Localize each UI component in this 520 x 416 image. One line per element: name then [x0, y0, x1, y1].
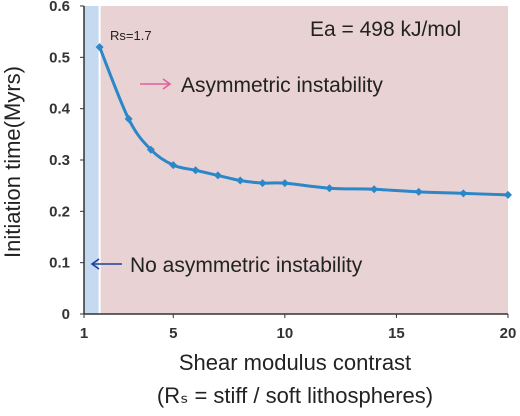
region-1 — [99, 6, 508, 314]
axes — [80, 5, 509, 318]
x-tick-label: 1 — [80, 325, 88, 342]
tick-labels: 00.10.20.30.40.50.61 5 10 15 20 — [49, 0, 516, 342]
rs-label: Rs=1.7 — [110, 28, 152, 43]
background-regions — [84, 6, 508, 314]
x-tick-label: 15 — [388, 325, 405, 342]
data-point — [504, 190, 512, 199]
asymmetric-label: Asymmetric instability — [181, 74, 383, 97]
data-point — [124, 114, 133, 123]
data-point — [459, 189, 468, 198]
no-asymmetric-label: No asymmetric instability — [130, 254, 363, 277]
data-point — [169, 161, 178, 170]
x-tick-label: 20 — [500, 325, 517, 342]
x-axis-title-line1: Shear modulus contrast — [179, 350, 411, 375]
x-tick-label: 5 — [169, 325, 177, 342]
data-point — [95, 43, 104, 52]
region-0 — [84, 6, 100, 314]
data-point — [213, 171, 222, 180]
y-tick-label: 0.6 — [49, 0, 70, 15]
ea-label: Ea = 498 kJ/mol — [310, 18, 461, 41]
y-tick-label: 0.4 — [49, 101, 71, 118]
y-tick-label: 0.5 — [49, 49, 70, 66]
y-axis-title: Initiation time(Myrs) — [0, 66, 25, 258]
data-point — [146, 145, 155, 154]
data-point — [370, 185, 379, 194]
blue-arrow-icon — [90, 258, 122, 270]
data-point — [414, 187, 423, 196]
y-tick-label: 0.1 — [49, 255, 70, 272]
y-tick-label: 0.3 — [49, 152, 70, 169]
y-tick-label: 0.2 — [49, 203, 70, 220]
y-tick-label: 0 — [62, 306, 70, 323]
data-point — [236, 176, 245, 185]
data-point — [325, 184, 334, 193]
data-series — [95, 43, 512, 199]
data-point — [191, 166, 200, 175]
data-point — [280, 179, 289, 188]
x-tick-label: 10 — [276, 325, 293, 342]
pink-arrow-icon — [140, 78, 172, 90]
data-point — [258, 179, 267, 188]
x-axis-title-line2: (Rₛ = stiff / soft lithospheres) — [157, 383, 433, 408]
